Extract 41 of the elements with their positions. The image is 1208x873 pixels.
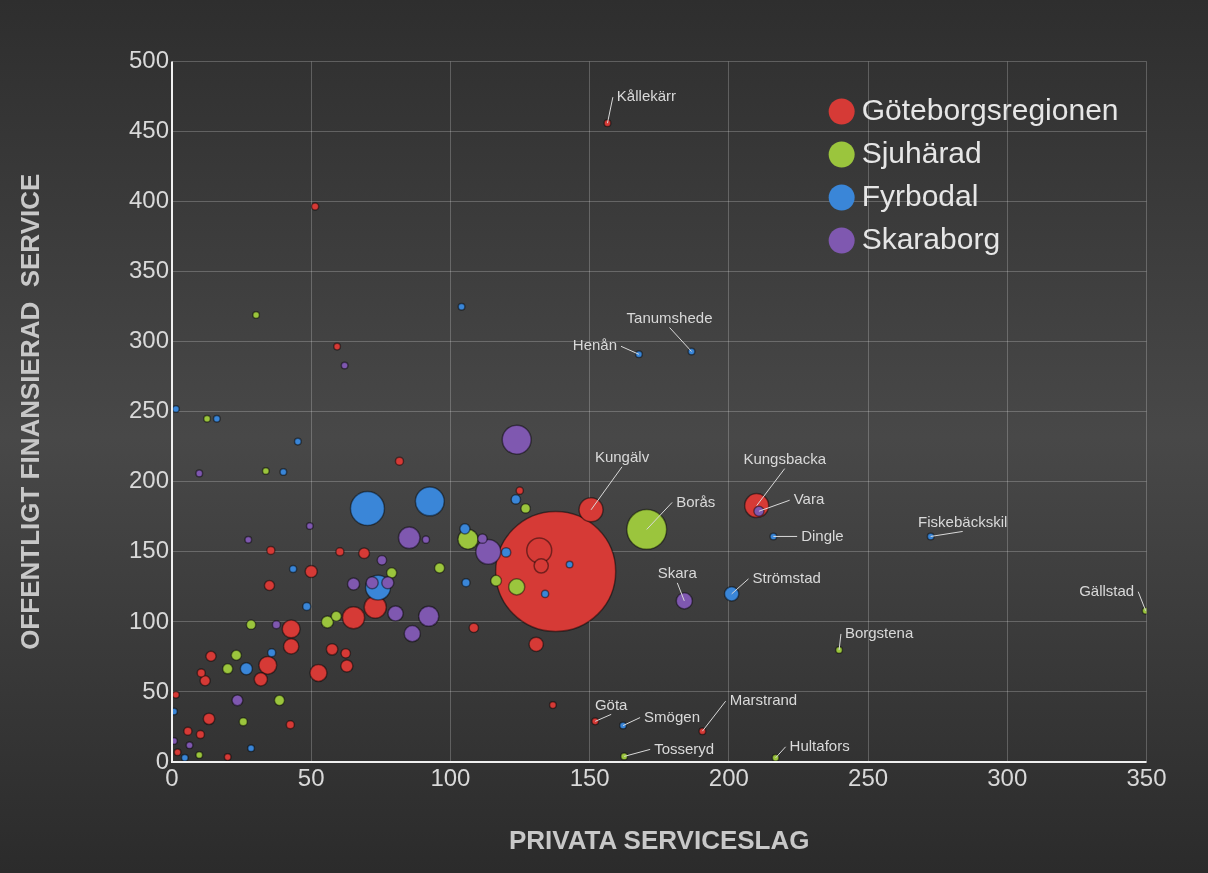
annotation: Smögen — [644, 707, 700, 725]
x-tick-label: 150 — [569, 764, 610, 792]
annotation: Kungälv — [594, 447, 650, 465]
y-axis-title: OFFENTLIGT FINANSIERAD SERVICE — [14, 173, 45, 650]
annotation: Dingle — [801, 526, 844, 544]
y-tick-label: 350 — [128, 256, 169, 284]
annotation: Vara — [793, 490, 825, 508]
annotation: Tosseryd — [654, 739, 715, 757]
y-tick-label: 300 — [128, 326, 169, 354]
y-tick-label: 500 — [128, 46, 169, 74]
x-axis-title: PRIVATA SERVICESLAG — [509, 824, 810, 855]
annotation: Henån — [572, 336, 618, 354]
x-tick-label: 100 — [430, 764, 471, 792]
annotation: Strömstad — [752, 569, 821, 587]
annotation: Borås — [676, 492, 716, 510]
x-tick-label: 250 — [848, 764, 889, 792]
annotation: Hultafors — [789, 736, 850, 754]
annotation: Marstrand — [729, 691, 798, 709]
legend-label: Göteborgsregionen — [861, 92, 1119, 126]
y-tick-label: 50 — [142, 676, 169, 704]
y-tick-label: 200 — [128, 466, 169, 494]
x-tick-label: 50 — [297, 764, 325, 792]
annotation: Gällstad — [1079, 581, 1135, 599]
annotation: Skara — [657, 564, 698, 582]
annotation: Kållekärr — [616, 87, 677, 105]
annotation: Borgstena — [844, 624, 914, 642]
y-tick-label: 100 — [128, 606, 169, 634]
y-tick-label: 450 — [128, 116, 169, 144]
legend-label: Skaraborg — [861, 221, 1001, 255]
x-tick-label: 200 — [708, 764, 749, 792]
annotation: Göta — [594, 695, 629, 713]
y-tick-label: 250 — [128, 396, 169, 424]
x-tick-label: 350 — [1126, 764, 1167, 792]
x-tick-label: 300 — [987, 764, 1028, 792]
annotation: Kungsbacka — [743, 449, 827, 467]
y-tick-label: 150 — [128, 536, 169, 564]
legend-label: Fyrbodal — [861, 178, 979, 212]
annotation: Fiskebäckskil — [918, 512, 1008, 530]
y-tick-label: 400 — [128, 186, 169, 214]
annotation: Tanumshede — [626, 308, 713, 326]
legend-label: Sjuhärad — [861, 135, 982, 169]
